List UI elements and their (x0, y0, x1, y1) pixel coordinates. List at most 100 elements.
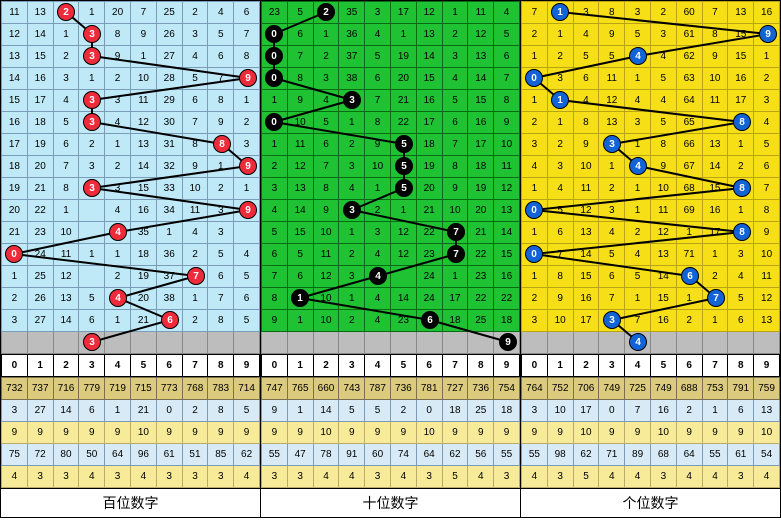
cell: 10 (313, 222, 339, 244)
ball: 5 (395, 179, 413, 197)
cell: 791 (728, 378, 754, 400)
cell: 10 (313, 310, 339, 332)
header-cell: 1 (27, 355, 53, 377)
table-row: 1820732143291 (2, 156, 260, 178)
cell: 11 (2, 2, 28, 24)
cell: 19 (390, 46, 416, 68)
cell: 1 (390, 24, 416, 46)
header-cell: 3 (599, 355, 625, 377)
cell: 13 (754, 400, 780, 422)
cell: 11 (754, 266, 780, 288)
cell: 8 (208, 90, 234, 112)
cell: 9 (754, 222, 780, 244)
cell (754, 332, 780, 354)
table-row: 1618541230792 (2, 112, 260, 134)
cell: 33 (156, 178, 182, 200)
cell: 2 (676, 310, 702, 332)
cell: 9 (494, 422, 520, 444)
cell: 89 (625, 444, 651, 466)
cell: 14 (27, 24, 53, 46)
cell: 10 (573, 156, 599, 178)
cell: 12 (573, 200, 599, 222)
cell: 10 (130, 422, 156, 444)
cell: 779 (79, 378, 105, 400)
cell: 7 (287, 46, 313, 68)
cell (313, 332, 339, 354)
cell: 5 (182, 68, 208, 90)
cell: 16 (27, 68, 53, 90)
cell: 9 (650, 156, 676, 178)
cell: 13 (287, 178, 313, 200)
cell: 719 (105, 378, 131, 400)
ball: 2 (57, 3, 75, 21)
cell: 8 (262, 288, 288, 310)
cell: 19 (27, 134, 53, 156)
cell: 1 (79, 244, 105, 266)
cell: 3 (625, 112, 651, 134)
cell: 9 (208, 422, 234, 444)
cell: 1 (234, 90, 260, 112)
table-row: 7237519143136 (262, 46, 520, 68)
cell: 10 (573, 422, 599, 444)
cell: 2 (599, 178, 625, 200)
ball: 5 (395, 135, 413, 153)
cell: 4 (676, 466, 702, 488)
cell: 5 (599, 46, 625, 68)
cell: 3 (365, 2, 391, 24)
header-cell: 0 (522, 355, 548, 377)
cell: 1 (105, 134, 131, 156)
cell: 4 (105, 200, 131, 222)
table-row: 5123111691618 (522, 200, 780, 222)
cell: 6 (754, 156, 780, 178)
cell: 4 (650, 46, 676, 68)
ball: 9 (759, 25, 777, 43)
header-cell: 9 (754, 355, 780, 377)
cell: 2 (547, 134, 573, 156)
cell: 1 (208, 156, 234, 178)
cell (27, 332, 53, 354)
cell: 9 (156, 422, 182, 444)
cell: 3 (208, 222, 234, 244)
ball: 3 (83, 47, 101, 65)
cell (182, 332, 208, 354)
cell: 9 (599, 422, 625, 444)
cell (390, 332, 416, 354)
cell: 16 (650, 400, 676, 422)
table-row: 1113120725246 (2, 2, 260, 24)
cell: 3 (53, 466, 79, 488)
cell: 9 (287, 90, 313, 112)
cell: 2 (234, 112, 260, 134)
cell: 3 (547, 466, 573, 488)
cell: 3 (625, 2, 651, 24)
cell: 9 (287, 422, 313, 444)
cell: 2 (105, 156, 131, 178)
grid-0: 1113120725246121418926357131529127468141… (1, 1, 260, 354)
cell: 7 (522, 2, 548, 24)
cell: 12 (650, 222, 676, 244)
cell: 12 (390, 244, 416, 266)
cell (676, 332, 702, 354)
cell: 96 (130, 444, 156, 466)
cell: 9 (728, 422, 754, 444)
cell: 21 (2, 222, 28, 244)
header-cell: 8 (468, 355, 494, 377)
cell: 2 (522, 288, 548, 310)
cell: 16 (2, 112, 28, 134)
cell: 55 (702, 444, 728, 466)
cell: 66 (676, 134, 702, 156)
cell: 36 (339, 24, 365, 46)
cell: 783 (208, 378, 234, 400)
cell: 4 (79, 466, 105, 488)
cell: 7 (547, 244, 573, 266)
header-cell: 3 (339, 355, 365, 377)
cell: 21 (130, 310, 156, 332)
cell: 1 (625, 288, 651, 310)
cell: 5 (625, 24, 651, 46)
cell: 2 (442, 24, 468, 46)
cell: 3 (262, 178, 288, 200)
cell: 14 (313, 400, 339, 422)
ball: 6 (421, 311, 439, 329)
cell: 11 (287, 134, 313, 156)
cell: 768 (182, 378, 208, 400)
table-row: 75728050649661518562 (2, 444, 260, 466)
